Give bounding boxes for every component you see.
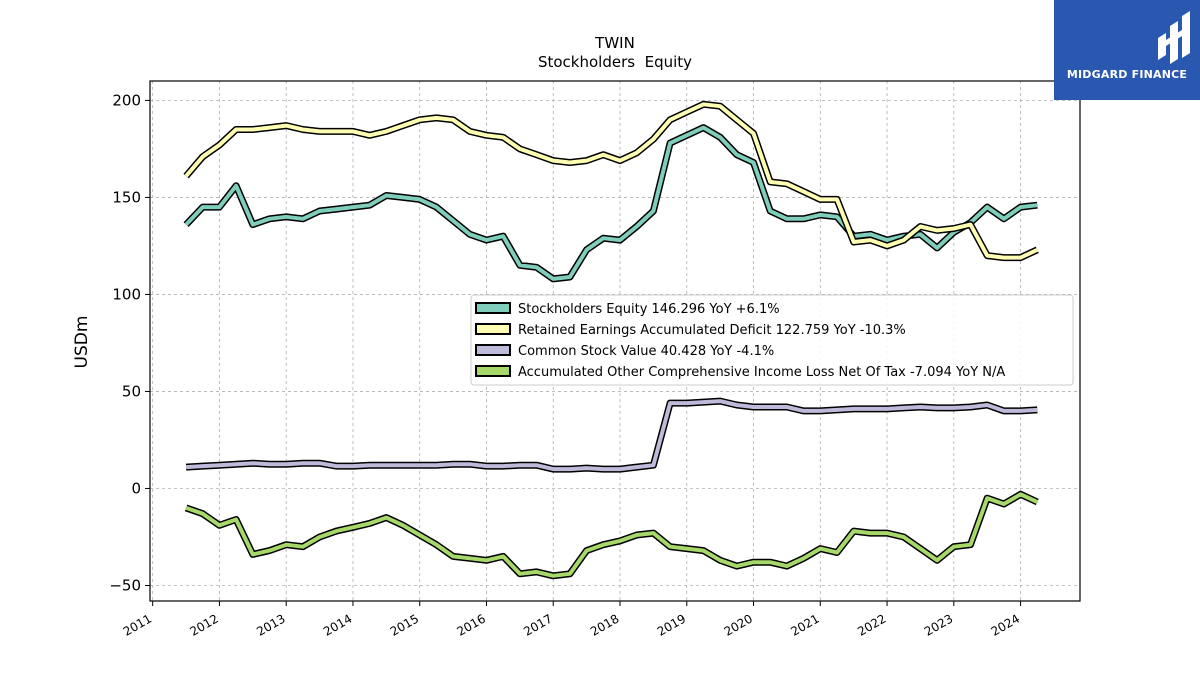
x-tick-label: 2012 [187, 611, 220, 638]
y-tick-label: 0 [131, 479, 141, 497]
brand-logo: MIDGARD FINANCE [1054, 0, 1200, 100]
series-line-fill [185, 492, 1039, 578]
y-tick-label: −50 [109, 576, 141, 594]
x-tick-label: 2021 [788, 611, 821, 638]
series-line-outline [184, 490, 1039, 580]
series-line-outline [185, 397, 1038, 473]
legend: Stockholders Equity 146.296 YoY +6.1% Ret… [470, 294, 1074, 386]
legend-item: Retained Earnings Accumulated Deficit 12… [475, 323, 906, 338]
legend-label: Retained Earnings Accumulated Deficit 12… [518, 323, 906, 338]
legend-label: Stockholders Equity 146.296 YoY +6.1% [518, 302, 780, 317]
x-tick-label: 2015 [388, 611, 421, 638]
series-line [183, 124, 1038, 283]
y-axis-label: USDm [72, 316, 92, 369]
x-tick-label: 2019 [655, 611, 688, 638]
legend-box [470, 294, 1074, 386]
y-axis-ticks: −50 0 50 100 150 200 [109, 91, 150, 594]
y-tick-label: 200 [112, 91, 141, 109]
x-tick-label: 2020 [722, 611, 755, 638]
series-line [183, 100, 1039, 262]
x-tick-label: 2024 [989, 611, 1022, 638]
x-tick-label: 2018 [588, 611, 621, 638]
x-axis-ticks: 2011 2012 2013 2014 2015 2016 2017 2018 2019 2020… [121, 601, 1022, 639]
legend-label: Accumulated Other Comprehensive Income L… [518, 365, 1005, 380]
y-tick-label: 100 [112, 285, 141, 303]
legend-swatch [475, 323, 511, 335]
series-line-outline [183, 124, 1038, 283]
series-line-fill [184, 125, 1038, 281]
plot-frame [149, 80, 1081, 602]
series-line-fill [184, 102, 1039, 260]
x-tick-label: 2011 [121, 611, 154, 638]
series-line-fill [185, 399, 1038, 472]
series-line [184, 490, 1039, 580]
legend-swatch [475, 302, 511, 314]
x-tick-label: 2016 [455, 611, 488, 638]
brand-mark-icon [1158, 11, 1190, 64]
y-tick-label: 150 [112, 188, 141, 206]
x-tick-label: 2017 [521, 611, 554, 638]
legend-item: Accumulated Other Comprehensive Income L… [475, 365, 1005, 380]
brand-name: MIDGARD FINANCE [1066, 68, 1188, 81]
chart-title: TWIN [594, 34, 635, 52]
legend-item: Common Stock Value 40.428 YoY -4.1% [475, 344, 774, 359]
series-layer [183, 100, 1039, 580]
x-tick-label: 2014 [321, 611, 354, 638]
series-line [185, 397, 1038, 473]
x-tick-label: 2013 [254, 611, 287, 638]
x-tick-label: 2022 [855, 611, 888, 638]
chart-subtitle: Stockholders Equity [538, 53, 692, 71]
x-tick-label: 2023 [922, 611, 955, 638]
legend-label: Common Stock Value 40.428 YoY -4.1% [518, 344, 774, 359]
legend-swatch [475, 365, 511, 377]
legend-swatch [475, 344, 511, 356]
legend-item: Stockholders Equity 146.296 YoY +6.1% [475, 302, 780, 317]
y-tick-label: 50 [122, 382, 141, 400]
